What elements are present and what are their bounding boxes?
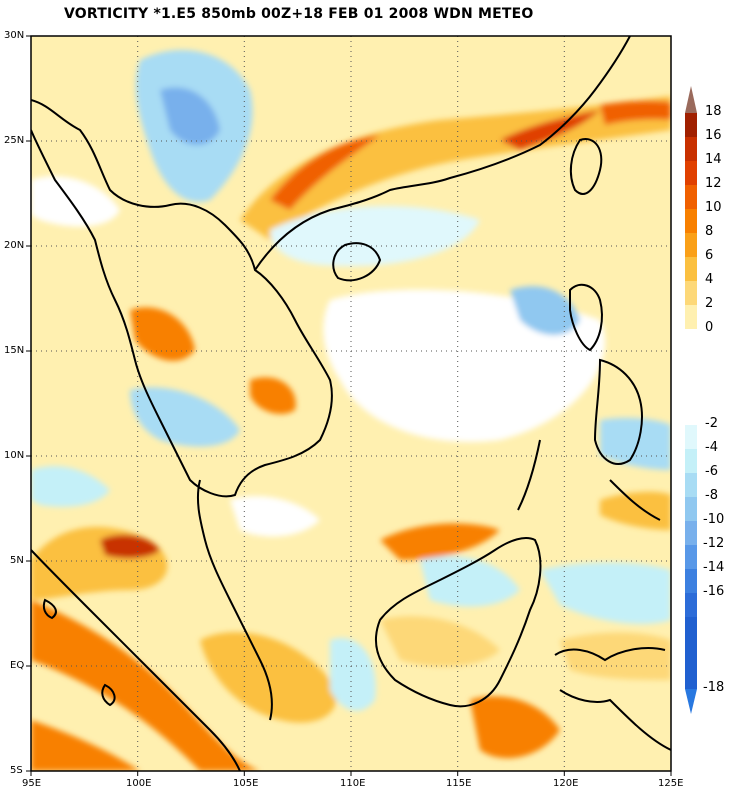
legend-label-m2: -2 [705, 416, 718, 431]
lat-label-25n: 25N [4, 135, 25, 146]
legend-label-m14: -14 [703, 560, 725, 575]
legend-label-0: 0 [705, 320, 714, 335]
lat-label-10n: 10N [4, 450, 25, 461]
legend-colorbar [685, 86, 697, 714]
legend-swatch-4 [685, 281, 697, 305]
legend-label-4: 4 [705, 272, 714, 287]
legend-swatch-m8 [685, 497, 697, 521]
legend-label-12: 12 [705, 176, 722, 191]
legend-swatch-m4 [685, 449, 697, 473]
lat-label-15n: 15N [4, 345, 25, 356]
legend-swatch-m16 [685, 593, 697, 617]
legend-label-10: 10 [705, 200, 722, 215]
legend-swatch-2 [685, 305, 697, 329]
tick-marks [26, 35, 672, 776]
legend-swatch-10 [685, 209, 697, 233]
legend-swatch-14 [685, 161, 697, 185]
lon-label-110e: 110E [340, 778, 366, 789]
legend-swatch-6 [685, 257, 697, 281]
vorticity-field [31, 36, 671, 771]
lon-label-105e: 105E [233, 778, 259, 789]
chart-title: VORTICITY *1.E5 850mb 00Z+18 FEB 01 2008… [64, 6, 534, 22]
legend-swatch-18 [685, 113, 697, 137]
legend-label-m4: -4 [705, 440, 718, 455]
legend-label-m10: -10 [703, 512, 725, 527]
legend-label-8: 8 [705, 224, 714, 239]
legend-label-18: 18 [705, 104, 722, 119]
legend-label-2: 2 [705, 296, 714, 311]
lon-label-95e: 95E [22, 778, 42, 789]
legend-swatch-m12 [685, 545, 697, 569]
legend-arrow-up-icon [685, 86, 697, 113]
legend-arrow-down-icon [685, 689, 697, 714]
legend-label-m16: -16 [703, 584, 725, 599]
legend-swatch-16 [685, 137, 697, 161]
legend-label-16: 16 [705, 128, 722, 143]
legend-swatch-0 [685, 329, 697, 425]
lat-label-5n: 5N [10, 555, 24, 566]
legend-swatch-m2 [685, 425, 697, 449]
legend-label-m8: -8 [705, 488, 718, 503]
legend-label-6: 6 [705, 248, 714, 263]
legend-label-m6: -6 [705, 464, 718, 479]
legend-swatch-m18 [685, 617, 697, 689]
legend-label-14: 14 [705, 152, 722, 167]
lat-label-30n: 30N [4, 30, 25, 41]
lat-label-eq: EQ [10, 660, 25, 671]
lat-label-20n: 20N [4, 240, 25, 251]
legend-swatch-m10 [685, 521, 697, 545]
field-blobs [31, 50, 671, 771]
legend-swatch-12 [685, 185, 697, 209]
coastlines [31, 36, 671, 771]
lon-label-120e: 120E [553, 778, 579, 789]
lon-label-100e: 100E [126, 778, 152, 789]
legend-swatch-m14 [685, 569, 697, 593]
legend-swatch-8 [685, 233, 697, 257]
lon-label-115e: 115E [446, 778, 472, 789]
legend-label-m12: -12 [703, 536, 725, 551]
lat-label-5s: 5S [10, 765, 23, 776]
lon-label-125e: 125E [658, 778, 684, 789]
legend-label-m18: -18 [703, 680, 725, 695]
gridlines [31, 36, 671, 771]
legend-swatch-m6 [685, 473, 697, 497]
